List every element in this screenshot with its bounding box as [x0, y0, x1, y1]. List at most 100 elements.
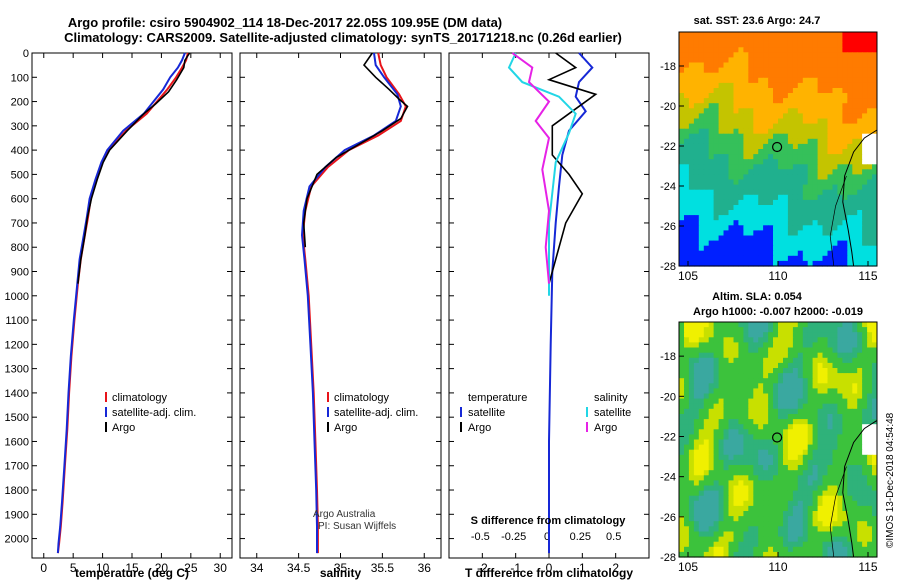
map-cell [817, 516, 824, 522]
map-cell [783, 444, 789, 451]
s-tick-label: 0.5 [606, 531, 621, 543]
map-cell [693, 57, 700, 64]
map-cell [693, 230, 700, 237]
map-cell [738, 42, 744, 48]
map-cell [703, 205, 710, 211]
map-cell [763, 47, 769, 53]
map-cell [758, 32, 764, 38]
map-cell [778, 383, 784, 389]
map-cell [827, 205, 833, 211]
map-cell [778, 235, 784, 242]
map-cell [698, 444, 705, 451]
map-cell [703, 393, 710, 400]
map-cell [802, 235, 809, 242]
map-cell [713, 88, 720, 94]
x-tick-label: 1 [579, 561, 586, 575]
map-cell [758, 154, 764, 160]
map-cell [763, 424, 769, 430]
map-cell [797, 444, 804, 451]
map-cell [684, 490, 690, 497]
map-cell [728, 459, 734, 466]
map-cell [733, 133, 739, 140]
map-cell [703, 357, 710, 364]
map-cell [832, 368, 838, 374]
map-cell [738, 154, 744, 160]
map-cell [738, 118, 744, 125]
map-cell [753, 403, 759, 410]
map-cell [872, 408, 878, 415]
map-cell [733, 149, 739, 155]
map-cell [872, 398, 878, 405]
map-cell [862, 52, 868, 58]
map-cell [787, 373, 794, 379]
map-cell [872, 393, 878, 400]
map-cell [684, 179, 690, 186]
map-cell [837, 77, 843, 84]
map-cell [753, 205, 759, 211]
series-line-s-argo [511, 52, 551, 284]
map-cell [688, 205, 695, 211]
map-cell [723, 454, 729, 461]
map-cell [872, 199, 878, 206]
map-cell [862, 133, 868, 140]
map-cell [748, 220, 754, 226]
map-cell [807, 383, 814, 389]
map-cell [753, 357, 759, 364]
map-cell [753, 521, 759, 527]
map-cell [852, 408, 858, 415]
map-cell [807, 480, 814, 487]
map-cell [837, 52, 843, 58]
map-cell [817, 123, 824, 130]
map-cell [718, 368, 725, 374]
map-cell [688, 434, 695, 441]
map-cell [748, 393, 754, 400]
map-cell [738, 393, 744, 400]
map-cell [748, 52, 754, 58]
map-cell [802, 169, 809, 175]
map-cell [778, 511, 784, 517]
map-cell [778, 332, 784, 338]
map-cell [773, 103, 779, 109]
map-cell [847, 143, 853, 150]
map-cell [797, 37, 804, 43]
map-cell [688, 516, 695, 522]
map-cell [693, 103, 700, 109]
map-cell [708, 52, 715, 58]
map-cell [748, 388, 754, 395]
map-cell [708, 169, 715, 175]
map-cell [768, 322, 774, 328]
map-cell [842, 220, 848, 226]
map-cell [773, 133, 779, 140]
map-cell [797, 82, 804, 89]
map-cell [768, 485, 774, 492]
map-cell [753, 439, 759, 446]
map-cell [703, 47, 710, 53]
map-cell [862, 179, 868, 186]
map-cell [723, 424, 729, 430]
map-cell [763, 327, 769, 333]
map-cell [832, 408, 838, 415]
map-cell [768, 174, 774, 181]
map-cell [867, 439, 873, 446]
map-cell [832, 449, 838, 456]
map-cell [812, 362, 819, 369]
map-cell [698, 546, 705, 553]
map-cell [862, 225, 868, 231]
map-cell [679, 541, 685, 548]
map-cell [698, 230, 705, 237]
map-cell [679, 362, 685, 369]
map-cell [797, 424, 804, 430]
map-cell [783, 159, 789, 165]
map-cell [807, 88, 814, 94]
map-cell [763, 485, 769, 492]
map-cell [802, 184, 809, 191]
map-cell [733, 327, 739, 333]
map-cell [708, 332, 715, 338]
map-cell [797, 42, 804, 48]
map-cell [728, 444, 734, 451]
map-cell [842, 133, 848, 140]
map-cell [822, 332, 828, 338]
map-cell [797, 159, 804, 165]
map-cell [857, 57, 863, 64]
map-cell [688, 143, 695, 150]
